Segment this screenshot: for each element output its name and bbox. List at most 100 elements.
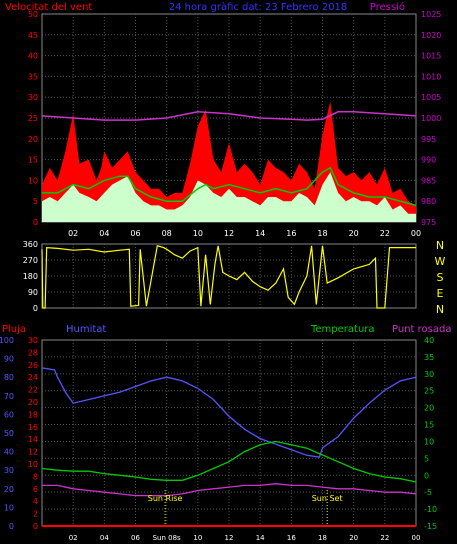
- lower-x-tick: 00: [412, 534, 421, 542]
- direction-y-tick: 90: [28, 288, 38, 297]
- sunset-label: Sun Set: [312, 494, 343, 503]
- humidity-temperature-panel: Sun Rise Sun Set0102030405060708090100024…: [0, 336, 437, 542]
- rain-y-tick: 6: [33, 485, 38, 494]
- wind-y-tick: 0: [33, 218, 38, 227]
- rain-y-tick: 16: [28, 423, 38, 432]
- temperature-y-tick: -10: [424, 505, 437, 514]
- lower-x-tick: 22: [380, 534, 389, 542]
- lower-x-tick: 16: [287, 534, 296, 542]
- wind-y-tick: 30: [28, 93, 38, 102]
- pressure-y-tick: 990: [421, 156, 436, 165]
- temperature-y-tick: 15: [424, 421, 434, 430]
- rain-label: Pluja: [2, 324, 26, 335]
- compass-label: W: [435, 255, 446, 268]
- wind-y-tick: 20: [28, 135, 38, 144]
- temperature-y-tick: 40: [424, 336, 434, 345]
- humidity-y-tick: 30: [4, 466, 14, 475]
- temperature-y-tick: -15: [424, 522, 437, 531]
- wind-y-tick: 35: [28, 72, 38, 81]
- humidity-y-tick: 20: [4, 485, 14, 494]
- lower-x-tick: 06: [131, 534, 140, 542]
- wind-x-tick: 22: [380, 229, 390, 238]
- compass-label: N: [436, 239, 444, 252]
- rain-y-tick: 8: [33, 472, 38, 481]
- pressure-title: Pressió: [370, 1, 405, 13]
- wind-y-tick: 15: [28, 156, 38, 165]
- rain-y-tick: 0: [33, 522, 38, 531]
- pressure-y-tick: 1015: [421, 52, 441, 61]
- lower-x-tick: 10: [193, 534, 202, 542]
- pressure-y-tick: 1025: [421, 10, 441, 19]
- humidity-y-tick: 90: [4, 355, 14, 364]
- compass-label: N: [436, 303, 444, 316]
- temperature-y-tick: 10: [424, 437, 434, 446]
- direction-y-tick: 360: [23, 240, 38, 249]
- wind-x-tick: 10: [193, 229, 203, 238]
- lower-x-tick: 20: [349, 534, 358, 542]
- rain-y-tick: 28: [28, 348, 38, 357]
- rain-y-tick: 18: [28, 410, 38, 419]
- pressure-y-tick: 1010: [421, 72, 441, 81]
- pressure-y-tick: 975: [421, 218, 436, 227]
- direction-y-tick: 0: [33, 304, 38, 313]
- humidity-y-tick: 80: [4, 373, 14, 382]
- temperature-y-tick: 30: [424, 370, 434, 379]
- rain-y-tick: 4: [33, 497, 38, 506]
- wind-x-tick: 00: [411, 229, 421, 238]
- wind-x-tick: 02: [68, 229, 78, 238]
- pressure-y-tick: 985: [421, 176, 436, 185]
- rain-y-tick: 20: [28, 398, 38, 407]
- rain-y-tick: 10: [28, 460, 38, 469]
- wind-speed-area: [42, 172, 416, 222]
- pressure-y-tick: 980: [421, 197, 436, 206]
- wind-x-tick: 18: [317, 229, 327, 238]
- wind-x-tick: 08: [162, 229, 172, 238]
- temperature-line: [41, 440, 417, 483]
- humidity-y-tick: 50: [4, 429, 14, 438]
- humidity-y-tick: 40: [4, 448, 14, 457]
- wind-x-tick: 16: [286, 229, 296, 238]
- humidity-y-tick: 0: [9, 522, 14, 531]
- direction-y-tick: 270: [23, 256, 38, 265]
- humidity-y-tick: 70: [4, 392, 14, 401]
- temperature-label: Temperatura: [310, 324, 375, 335]
- wind-x-tick: 04: [99, 229, 109, 238]
- dewpoint-label: Punt rosada: [392, 324, 451, 335]
- wind-x-tick: 12: [224, 229, 234, 238]
- wind-y-tick: 50: [28, 10, 38, 19]
- rain-y-tick: 14: [28, 435, 38, 444]
- rain-y-tick: 30: [28, 336, 38, 345]
- pressure-y-tick: 1005: [421, 93, 441, 102]
- wind-speed-title: Velocitat del vent: [5, 2, 92, 13]
- temperature-y-tick: -5: [424, 488, 432, 497]
- humidity-label: Humitat: [66, 324, 106, 335]
- compass-label: S: [437, 271, 444, 284]
- wind-panel: 0510152025303540455097598098599099510001…: [28, 10, 442, 238]
- compass-label: E: [437, 287, 444, 300]
- wind-average-line: [42, 166, 417, 207]
- humidity-y-tick: 60: [4, 410, 14, 419]
- temperature-y-tick: 25: [424, 387, 434, 396]
- pressure-line: [41, 111, 417, 121]
- rain-y-tick: 12: [28, 448, 38, 457]
- wind-x-tick: 06: [130, 229, 140, 238]
- temperature-y-tick: 0: [424, 471, 429, 480]
- temperature-y-tick: 35: [424, 353, 434, 362]
- lower-header: Pluja Humitat Temperatura Punt rosada: [2, 324, 451, 335]
- wind-y-tick: 25: [28, 114, 38, 123]
- wind-y-tick: 10: [28, 176, 38, 185]
- direction-y-tick: 180: [23, 272, 38, 281]
- wind-x-tick: 20: [349, 229, 359, 238]
- humidity-line: [41, 367, 417, 458]
- chart-date-title: 24 hora gràfic dat: 23 Febrero 2018: [169, 1, 348, 13]
- lower-x-tick: Sun 08s: [153, 534, 181, 542]
- lower-x-tick: 14: [256, 534, 265, 542]
- rain-y-tick: 22: [28, 386, 38, 395]
- lower-x-tick: 04: [100, 534, 109, 542]
- humidity-y-tick: 100: [0, 336, 14, 345]
- temperature-y-tick: 5: [424, 454, 429, 463]
- pressure-y-tick: 1020: [421, 31, 441, 40]
- wind-y-tick: 5: [33, 197, 38, 206]
- wind-y-tick: 40: [28, 52, 38, 61]
